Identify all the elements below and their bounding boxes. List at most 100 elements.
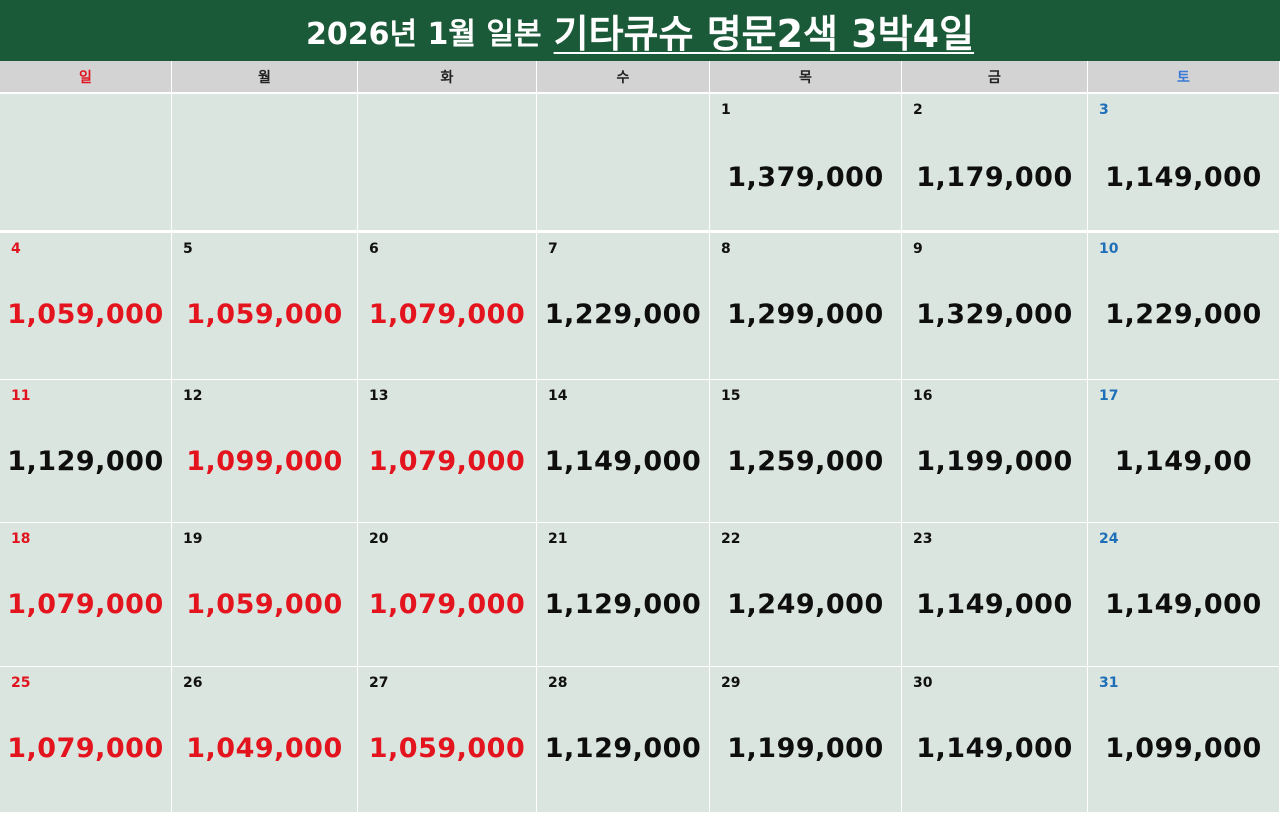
day-price: 1,149,00 — [1114, 446, 1253, 477]
title-prefix: 2026년 1월 일본 — [305, 16, 542, 52]
day-number: 12 — [183, 388, 203, 404]
calendar-grid: 1 1,379,000 2 1,179,000 3 1,149,000 4 1,059,000… — [0, 94, 1280, 813]
calendar-day-cell[interactable]: 20 1,079,000 — [358, 523, 537, 667]
day-price: 1,059,000 — [186, 299, 343, 330]
day-number: 30 — [913, 675, 933, 691]
day-price: 1,379,000 — [727, 162, 884, 193]
day-number: 9 — [913, 241, 923, 257]
calendar-day-cell[interactable]: 23 1,149,000 — [902, 523, 1088, 667]
calendar-day-cell[interactable]: 27 1,059,000 — [358, 667, 537, 813]
day-price: 1,149,000 — [1105, 589, 1262, 620]
day-number: 18 — [11, 531, 31, 547]
day-number: 2 — [913, 102, 923, 118]
calendar-day-cell[interactable]: 12 1,099,000 — [172, 380, 358, 523]
weekday-thu: 목 — [710, 61, 902, 92]
day-price: 1,129,000 — [544, 733, 702, 764]
day-number: 14 — [548, 388, 568, 404]
day-price: 1,129,000 — [544, 589, 702, 620]
weekday-sat: 토 — [1088, 61, 1280, 92]
calendar-day-cell[interactable]: 28 1,129,000 — [537, 667, 710, 813]
title-main: 기타큐슈 명문2색 3박4일 — [553, 12, 975, 56]
calendar-day-cell[interactable]: 18 1,079,000 — [0, 523, 172, 667]
day-number: 19 — [183, 531, 203, 547]
calendar-day-cell[interactable]: 30 1,149,000 — [902, 667, 1088, 813]
day-price: 1,149,000 — [916, 733, 1073, 764]
day-number: 10 — [1099, 241, 1119, 257]
weekday-sun: 일 — [0, 61, 172, 92]
day-number: 3 — [1099, 102, 1109, 118]
calendar-day-cell — [0, 94, 172, 233]
calendar-day-cell[interactable]: 6 1,079,000 — [358, 233, 537, 380]
day-price: 1,079,000 — [368, 446, 526, 477]
calendar-day-cell[interactable]: 24 1,149,000 — [1088, 523, 1280, 667]
calendar-day-cell[interactable]: 15 1,259,000 — [710, 380, 902, 523]
calendar-day-cell[interactable]: 26 1,049,000 — [172, 667, 358, 813]
day-price: 1,129,000 — [7, 446, 164, 477]
calendar-day-cell[interactable]: 7 1,229,000 — [537, 233, 710, 380]
day-price: 1,179,000 — [916, 162, 1073, 193]
day-price: 1,079,000 — [7, 589, 164, 620]
day-number: 6 — [369, 241, 379, 257]
day-price: 1,299,000 — [727, 299, 884, 330]
calendar-day-cell[interactable]: 19 1,059,000 — [172, 523, 358, 667]
day-number: 1 — [721, 102, 731, 118]
day-price: 1,259,000 — [727, 446, 884, 477]
weekday-mon: 월 — [172, 61, 358, 92]
calendar-day-cell[interactable]: 31 1,099,000 — [1088, 667, 1280, 813]
weekday-tue: 화 — [358, 61, 537, 92]
calendar-day-cell[interactable]: 10 1,229,000 — [1088, 233, 1280, 380]
day-price: 1,059,000 — [7, 299, 164, 330]
day-price: 1,049,000 — [186, 733, 343, 764]
day-price: 1,229,000 — [544, 299, 702, 330]
calendar-day-cell — [537, 94, 710, 233]
calendar-day-cell[interactable]: 21 1,129,000 — [537, 523, 710, 667]
title-banner: 2026년 1월 일본 기타큐슈 명문2색 3박4일 — [0, 0, 1280, 61]
calendar-day-cell[interactable]: 14 1,149,000 — [537, 380, 710, 523]
day-number: 22 — [721, 531, 741, 547]
calendar-day-cell[interactable]: 25 1,079,000 — [0, 667, 172, 813]
day-number: 21 — [548, 531, 568, 547]
day-price: 1,149,000 — [916, 589, 1073, 620]
calendar-day-cell[interactable]: 5 1,059,000 — [172, 233, 358, 380]
calendar-day-cell[interactable]: 9 1,329,000 — [902, 233, 1088, 380]
day-number: 13 — [369, 388, 389, 404]
day-price: 1,199,000 — [727, 733, 884, 764]
day-price: 1,059,000 — [186, 589, 343, 620]
calendar-day-cell[interactable]: 22 1,249,000 — [710, 523, 902, 667]
calendar-day-cell[interactable]: 3 1,149,000 — [1088, 94, 1280, 233]
day-number: 17 — [1099, 388, 1119, 404]
day-number: 27 — [369, 675, 389, 691]
day-number: 24 — [1099, 531, 1119, 547]
day-number: 29 — [721, 675, 741, 691]
day-number: 8 — [721, 241, 731, 257]
calendar-day-cell[interactable]: 4 1,059,000 — [0, 233, 172, 380]
day-price: 1,099,000 — [186, 446, 343, 477]
day-price: 1,249,000 — [727, 589, 884, 620]
calendar-day-cell — [358, 94, 537, 233]
calendar-day-cell[interactable]: 16 1,199,000 — [902, 380, 1088, 523]
calendar-day-cell[interactable]: 29 1,199,000 — [710, 667, 902, 813]
day-number: 20 — [369, 531, 389, 547]
calendar-day-cell — [172, 94, 358, 233]
day-number: 15 — [721, 388, 741, 404]
calendar-day-cell[interactable]: 2 1,179,000 — [902, 94, 1088, 233]
day-number: 7 — [548, 241, 558, 257]
calendar-day-cell[interactable]: 1 1,379,000 — [710, 94, 902, 233]
day-number: 4 — [11, 241, 21, 257]
day-number: 25 — [11, 675, 31, 691]
day-number: 16 — [913, 388, 933, 404]
day-number: 28 — [548, 675, 568, 691]
calendar-day-cell[interactable]: 8 1,299,000 — [710, 233, 902, 380]
day-price: 1,149,000 — [1105, 162, 1262, 193]
day-price: 1,059,000 — [368, 733, 526, 764]
day-number: 26 — [183, 675, 203, 691]
weekday-fri: 금 — [902, 61, 1088, 92]
weekday-wed: 수 — [537, 61, 710, 92]
calendar-day-cell[interactable]: 13 1,079,000 — [358, 380, 537, 523]
day-number: 5 — [183, 241, 193, 257]
calendar-day-cell[interactable]: 17 1,149,00 — [1088, 380, 1280, 523]
day-price: 1,079,000 — [368, 589, 526, 620]
calendar-day-cell[interactable]: 11 1,129,000 — [0, 380, 172, 523]
day-price: 1,149,000 — [544, 446, 702, 477]
day-price: 1,229,000 — [1105, 299, 1262, 330]
